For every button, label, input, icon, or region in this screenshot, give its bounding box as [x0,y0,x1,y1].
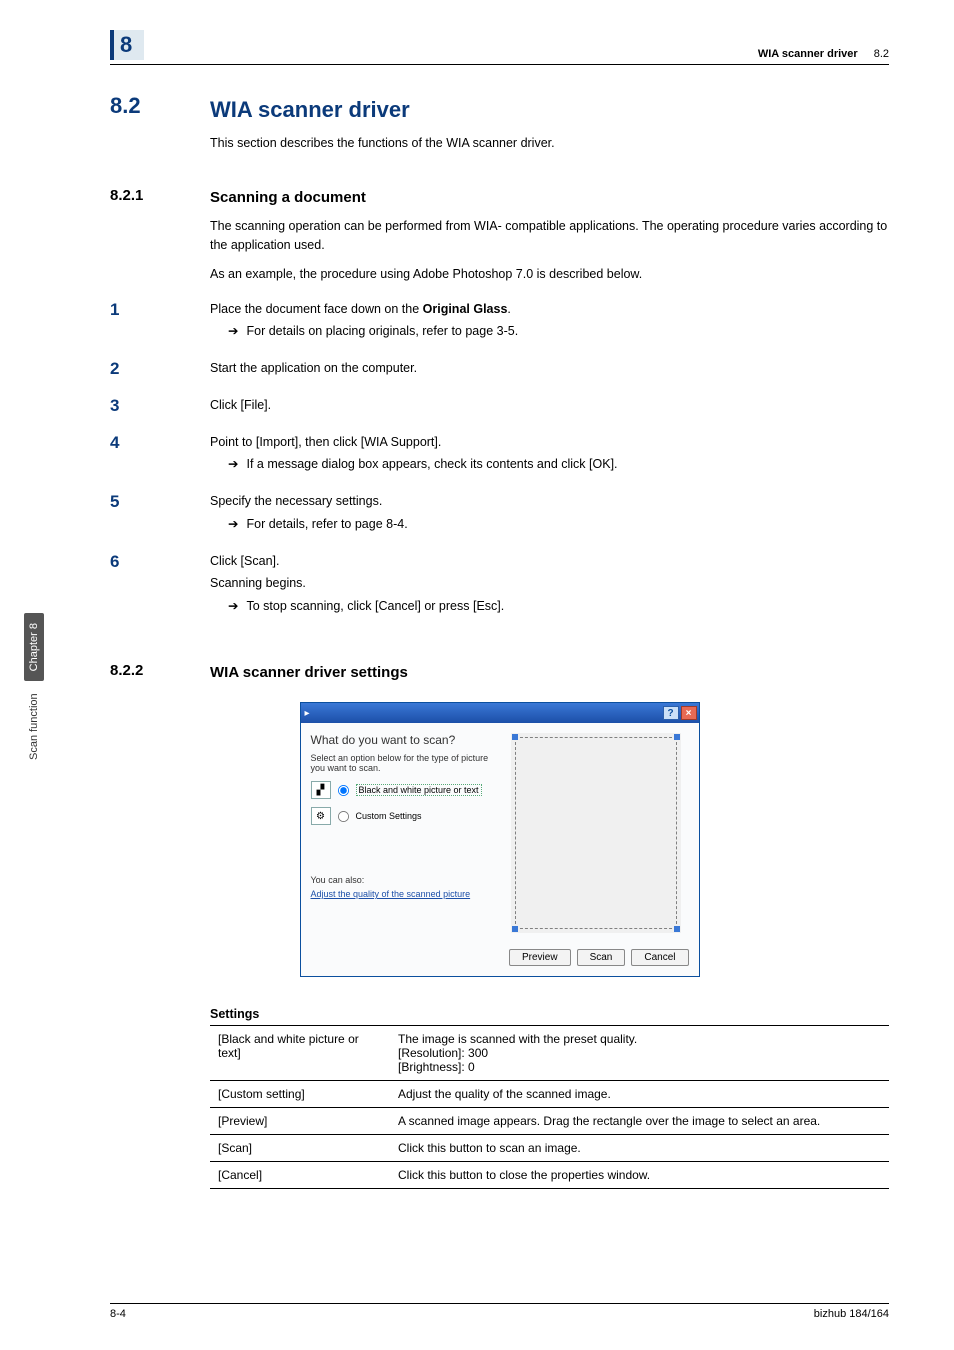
step-content: Point to [Import], then click [WIA Suppo… [210,433,889,487]
option-bw-label: Black and white picture or text [356,784,482,796]
page-footer: 8-4 bizhub 184/164 [110,1303,889,1320]
subsection1-number: 8.2.1 [110,187,210,294]
dialog-question: What do you want to scan? [311,733,501,747]
arrow-icon: ➔ [228,597,238,616]
subsection1-title: Scanning a document [210,187,889,210]
step-number: 4 [110,433,210,487]
cancel-button[interactable]: Cancel [631,949,688,966]
step-number: 3 [110,396,210,427]
settings-table-caption: Settings [210,1007,889,1021]
step-note: ➔If a message dialog box appears, check … [228,455,889,474]
section-number: 8.2 [110,93,210,163]
close-icon[interactable]: × [681,706,697,720]
setting-description: A scanned image appears. Drag the rectan… [390,1108,889,1135]
section-intro: This section describes the functions of … [210,134,889,153]
table-row: [Cancel]Click this button to close the p… [210,1162,889,1189]
step-number: 1 [110,300,210,354]
chapter-number: 8 [110,30,144,60]
preview-button[interactable]: Preview [509,949,571,966]
dialog-subtext: Select an option below for the type of p… [311,753,501,773]
model-name: bizhub 184/164 [814,1308,889,1320]
step-content: Click [Scan].Scanning begins.➔To stop sc… [210,552,889,628]
dialog-also-label: You can also: [311,875,501,885]
radio-bw[interactable] [337,785,348,796]
setting-name: [Scan] [210,1135,390,1162]
custom-settings-icon: ⚙ [311,807,331,825]
step-number: 2 [110,359,210,390]
page-header: 8 WIA scanner driver 8.2 [110,30,889,65]
setting-name: [Black and white picture or text] [210,1026,390,1081]
step-note: ➔For details on placing originals, refer… [228,322,889,341]
option-bw[interactable]: ▞ Black and white picture or text [311,781,501,799]
step-content: Click [File]. [210,396,889,427]
dialog-titlebar: ▸ ? × [301,703,699,723]
section-title: WIA scanner driver [210,93,889,126]
arrow-icon: ➔ [228,515,238,534]
subsection2-number: 8.2.2 [110,662,210,693]
bw-picture-icon: ▞ [311,781,331,799]
setting-description: Adjust the quality of the scanned image. [390,1081,889,1108]
table-row: [Custom setting]Adjust the quality of th… [210,1081,889,1108]
side-function-label: Scan function [28,693,40,760]
preview-area[interactable] [511,733,681,933]
table-row: [Black and white picture or text]The ima… [210,1026,889,1081]
table-row: [Scan]Click this button to scan an image… [210,1135,889,1162]
option-custom-label: Custom Settings [356,811,422,821]
scan-button[interactable]: Scan [577,949,626,966]
radio-custom[interactable] [337,811,348,822]
adjust-quality-link[interactable]: Adjust the quality of the scanned pictur… [311,889,501,899]
table-row: [Preview]A scanned image appears. Drag t… [210,1108,889,1135]
step-number: 5 [110,492,210,546]
setting-name: [Cancel] [210,1162,390,1189]
setting-description: Click this button to close the propertie… [390,1162,889,1189]
setting-name: [Preview] [210,1108,390,1135]
side-tab: Scan function Chapter 8 [24,613,44,760]
step-content: Specify the necessary settings.➔For deta… [210,492,889,546]
setting-description: The image is scanned with the preset qua… [390,1026,889,1081]
breadcrumb-title: WIA scanner driver [758,48,858,60]
breadcrumb-section: 8.2 [874,48,889,60]
step-note: ➔To stop scanning, click [Cancel] or pre… [228,597,889,616]
wia-dialog: ▸ ? × What do you want to scan? Select a… [300,702,700,977]
dialog-title-icon: ▸ [305,708,310,719]
side-chapter-tab: Chapter 8 [24,613,44,681]
setting-description: Click this button to scan an image. [390,1135,889,1162]
step-content: Start the application on the computer. [210,359,889,390]
help-icon[interactable]: ? [663,706,679,720]
step-number: 6 [110,552,210,628]
setting-name: [Custom setting] [210,1081,390,1108]
step-content: Place the document face down on the Orig… [210,300,889,354]
option-custom[interactable]: ⚙ Custom Settings [311,807,501,825]
arrow-icon: ➔ [228,455,238,474]
sub1-p2: As an example, the procedure using Adobe… [210,265,889,284]
subsection2-title: WIA scanner driver settings [210,662,889,685]
page-number: 8-4 [110,1308,126,1320]
settings-table: [Black and white picture or text]The ima… [210,1025,889,1189]
arrow-icon: ➔ [228,322,238,341]
step-note: ➔For details, refer to page 8-4. [228,515,889,534]
sub1-p1: The scanning operation can be performed … [210,217,889,255]
